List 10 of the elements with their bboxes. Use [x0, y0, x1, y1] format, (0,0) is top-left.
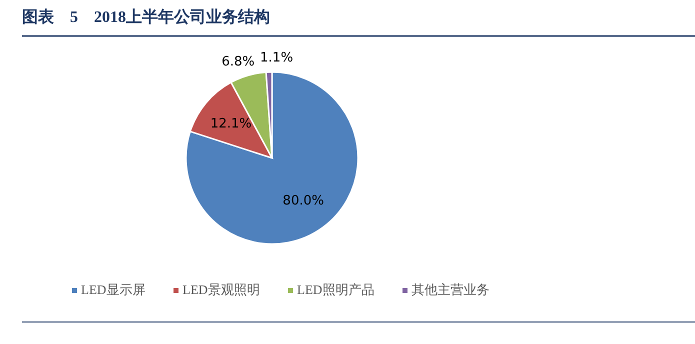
pie-slice [185, 71, 359, 245]
data-label: 1.1% [260, 50, 294, 66]
legend-label: LED照明产品 [297, 282, 374, 297]
data-label: 6.8% [222, 54, 255, 70]
legend-label: LED景观照明 [182, 282, 260, 297]
legend-label: LED显示屏 [81, 282, 146, 297]
legend-label: 其他主营业务 [412, 282, 490, 297]
data-label: 80.0% [282, 194, 324, 209]
chart-title: 图表 5 2018上半年公司业务结构 [22, 8, 270, 26]
data-label: 12.1% [210, 116, 252, 132]
